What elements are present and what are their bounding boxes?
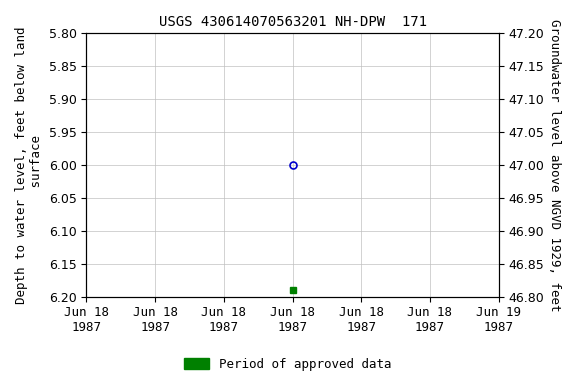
Title: USGS 430614070563201 NH-DPW  171: USGS 430614070563201 NH-DPW 171 — [158, 15, 426, 29]
Y-axis label: Groundwater level above NGVD 1929, feet: Groundwater level above NGVD 1929, feet — [548, 18, 561, 311]
Legend: Period of approved data: Period of approved data — [179, 353, 397, 376]
Y-axis label: Depth to water level, feet below land
 surface: Depth to water level, feet below land su… — [15, 26, 43, 304]
